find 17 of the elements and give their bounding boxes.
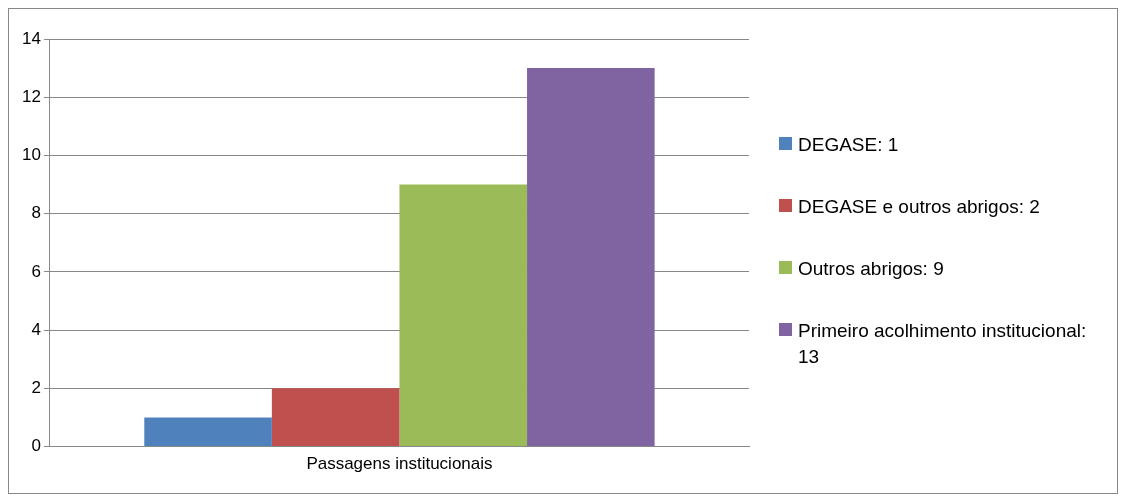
y-tick-label: 0: [31, 436, 41, 456]
y-tick-label: 10: [21, 145, 41, 165]
bar: [399, 184, 528, 447]
bar: [144, 417, 272, 447]
y-tick-label: 14: [21, 28, 41, 48]
bar: [527, 68, 655, 447]
legend-label: DEGASE: 1: [798, 133, 899, 157]
y-tick-label: 2: [31, 378, 41, 398]
legend-label: Primeiro acolhimento institucional: 13: [798, 319, 1088, 369]
bar: [271, 388, 400, 447]
y-tick-label: 6: [31, 261, 41, 281]
legend-label: DEGASE e outros abrigos: 2: [798, 195, 1040, 219]
y-tick-label: 8: [31, 203, 41, 223]
legend-label: Outros abrigos: 9: [798, 257, 944, 281]
y-tick-label: 4: [31, 319, 41, 339]
x-tick-label: Passagens institucionais: [306, 454, 493, 474]
y-tick-label: 12: [21, 86, 41, 106]
